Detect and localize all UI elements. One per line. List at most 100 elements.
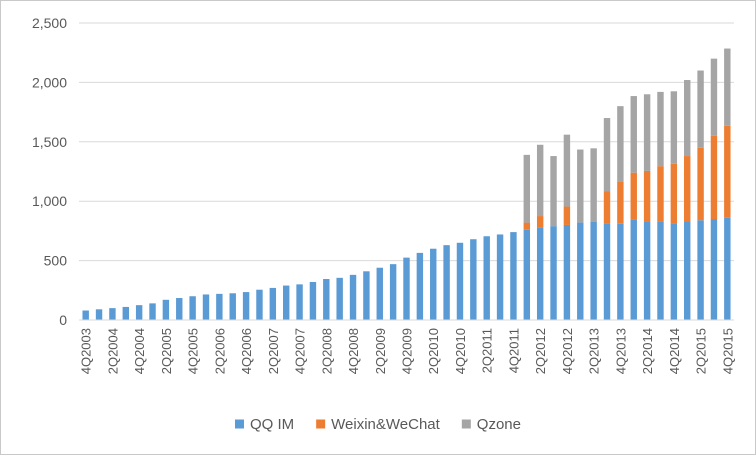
bar-segment-qzone <box>670 91 678 164</box>
x-axis-ticks: 4Q2003 2Q2004 4Q2004 2Q2005 4Q2005 2Q2006 4Q20… <box>79 328 736 374</box>
bar-segment-weixin-wechat <box>643 170 651 222</box>
legend-label: Qzone <box>477 416 521 433</box>
bar-segment-qq-im <box>363 271 370 320</box>
bar-segment-qq-im <box>323 279 330 320</box>
x-tick-label: 4Q2012 <box>560 328 575 374</box>
legend: QQ IM Weixin&WeChat Qzone <box>234 416 521 433</box>
bar-segment-qq-im <box>202 294 210 320</box>
bar-segment-qzone <box>617 106 624 182</box>
bar-segment-qq-im <box>643 221 651 320</box>
bar-segment-weixin-wechat <box>536 216 544 228</box>
x-tick-label: 4Q2009 <box>400 328 415 374</box>
x-tick-label: 2Q2004 <box>105 328 120 374</box>
bar-segment-qq-im <box>456 242 464 320</box>
bar-segment-qq-im <box>336 277 343 320</box>
bar-segment-qq-im <box>149 303 156 320</box>
bar-segment-qq-im <box>95 309 103 320</box>
bar-segment-weixin-wechat <box>724 125 731 218</box>
bar-segment-qq-im <box>122 306 129 320</box>
bar-segment-qq-im <box>523 229 531 320</box>
bar-segment-qq-im <box>550 226 557 320</box>
bar-segment-qzone <box>710 58 718 136</box>
x-tick-label: 4Q2013 <box>613 328 628 374</box>
bar-segment-qzone <box>724 48 731 126</box>
legend-label: Weixin&WeChat <box>331 416 440 433</box>
bar-segment-qzone <box>603 118 611 192</box>
bar-segment-weixin-wechat <box>563 206 571 225</box>
bar-segment-qzone <box>684 80 691 157</box>
bar-segment-qzone <box>577 149 584 223</box>
x-tick-label: 2Q2009 <box>373 328 388 374</box>
bar-segment-qq-im <box>229 293 236 320</box>
x-tick-label: 2Q2011 <box>480 328 495 373</box>
y-tick-label: 0 <box>59 312 67 328</box>
x-tick-label: 4Q2004 <box>132 328 147 374</box>
bar-segment-qq-im <box>710 219 718 320</box>
bar-segment-qq-im <box>256 289 263 320</box>
x-tick-label: 4Q2014 <box>667 328 682 374</box>
x-tick-label: 2Q2013 <box>587 328 602 374</box>
x-tick-label: 2Q2014 <box>640 328 655 374</box>
bar-segment-qzone <box>550 156 557 227</box>
bar-segment-qq-im <box>603 223 611 320</box>
bar-segment-qq-im <box>496 234 504 320</box>
y-tick-label: 2,000 <box>32 74 67 90</box>
x-tick-label: 2Q2012 <box>533 328 548 374</box>
bar-segment-qq-im <box>403 257 410 320</box>
bar-segment-weixin-wechat <box>630 172 637 220</box>
bar-segment-qq-im <box>684 221 691 320</box>
legend-label: QQ IM <box>250 416 294 433</box>
x-tick-label: 4Q2008 <box>346 328 361 374</box>
bar-segment-qq-im <box>724 217 731 320</box>
x-tick-label: 4Q2011 <box>506 328 521 373</box>
y-tick-label: 500 <box>44 253 68 269</box>
legend-swatch <box>316 419 326 429</box>
bars <box>82 48 731 320</box>
bar-segment-qq-im <box>657 221 664 320</box>
bar-segment-qzone <box>563 134 571 207</box>
y-tick-label: 1,500 <box>32 134 67 150</box>
bar-segment-qq-im <box>577 222 584 320</box>
bar-segment-qq-im <box>282 285 290 320</box>
bar-segment-qq-im <box>162 299 170 320</box>
bar-segment-qq-im <box>242 292 250 320</box>
bar-segment-qq-im <box>416 252 424 320</box>
bar-segment-qq-im <box>483 236 490 320</box>
bar-segment-qq-im <box>349 274 357 320</box>
bar-segment-qq-im <box>536 227 544 320</box>
x-tick-label: 2Q2010 <box>426 328 441 374</box>
bar-segment-weixin-wechat <box>603 191 611 224</box>
bar-segment-qzone <box>657 91 664 167</box>
bar-segment-qq-im <box>109 308 116 320</box>
bar-segment-qq-im <box>617 223 624 320</box>
bar-segment-qq-im <box>630 219 637 320</box>
bar-segment-weixin-wechat <box>523 222 531 230</box>
bar-segment-weixin-wechat <box>670 163 678 224</box>
bar-segment-qq-im <box>135 305 143 320</box>
x-tick-label: 2Q2015 <box>694 328 709 374</box>
x-tick-label: 2Q2007 <box>266 328 281 374</box>
bar-segment-qzone <box>697 70 704 148</box>
bar-segment-qq-im <box>443 245 450 320</box>
x-tick-label: 4Q2006 <box>239 328 254 374</box>
bar-segment-qq-im <box>389 264 397 320</box>
bar-segment-qq-im <box>296 284 303 320</box>
x-tick-label: 2Q2008 <box>319 328 334 374</box>
bar-segment-qq-im <box>697 220 704 320</box>
bar-segment-qq-im <box>670 223 678 320</box>
bar-segment-qq-im <box>430 248 437 320</box>
bar-segment-weixin-wechat <box>617 181 624 224</box>
bar-segment-qzone <box>590 148 597 222</box>
bar-segment-qzone <box>630 96 637 173</box>
legend-swatch <box>234 419 244 429</box>
gridlines <box>79 22 734 262</box>
bar-segment-qzone <box>643 94 651 171</box>
bar-segment-qq-im <box>216 293 223 320</box>
x-tick-label: 2Q2005 <box>159 328 174 374</box>
x-tick-label: 4Q2010 <box>453 328 468 374</box>
x-tick-label: 4Q2005 <box>186 328 201 374</box>
bar-segment-qq-im <box>510 232 517 320</box>
bar-segment-weixin-wechat <box>684 156 691 222</box>
bar-segment-qq-im <box>563 224 571 320</box>
